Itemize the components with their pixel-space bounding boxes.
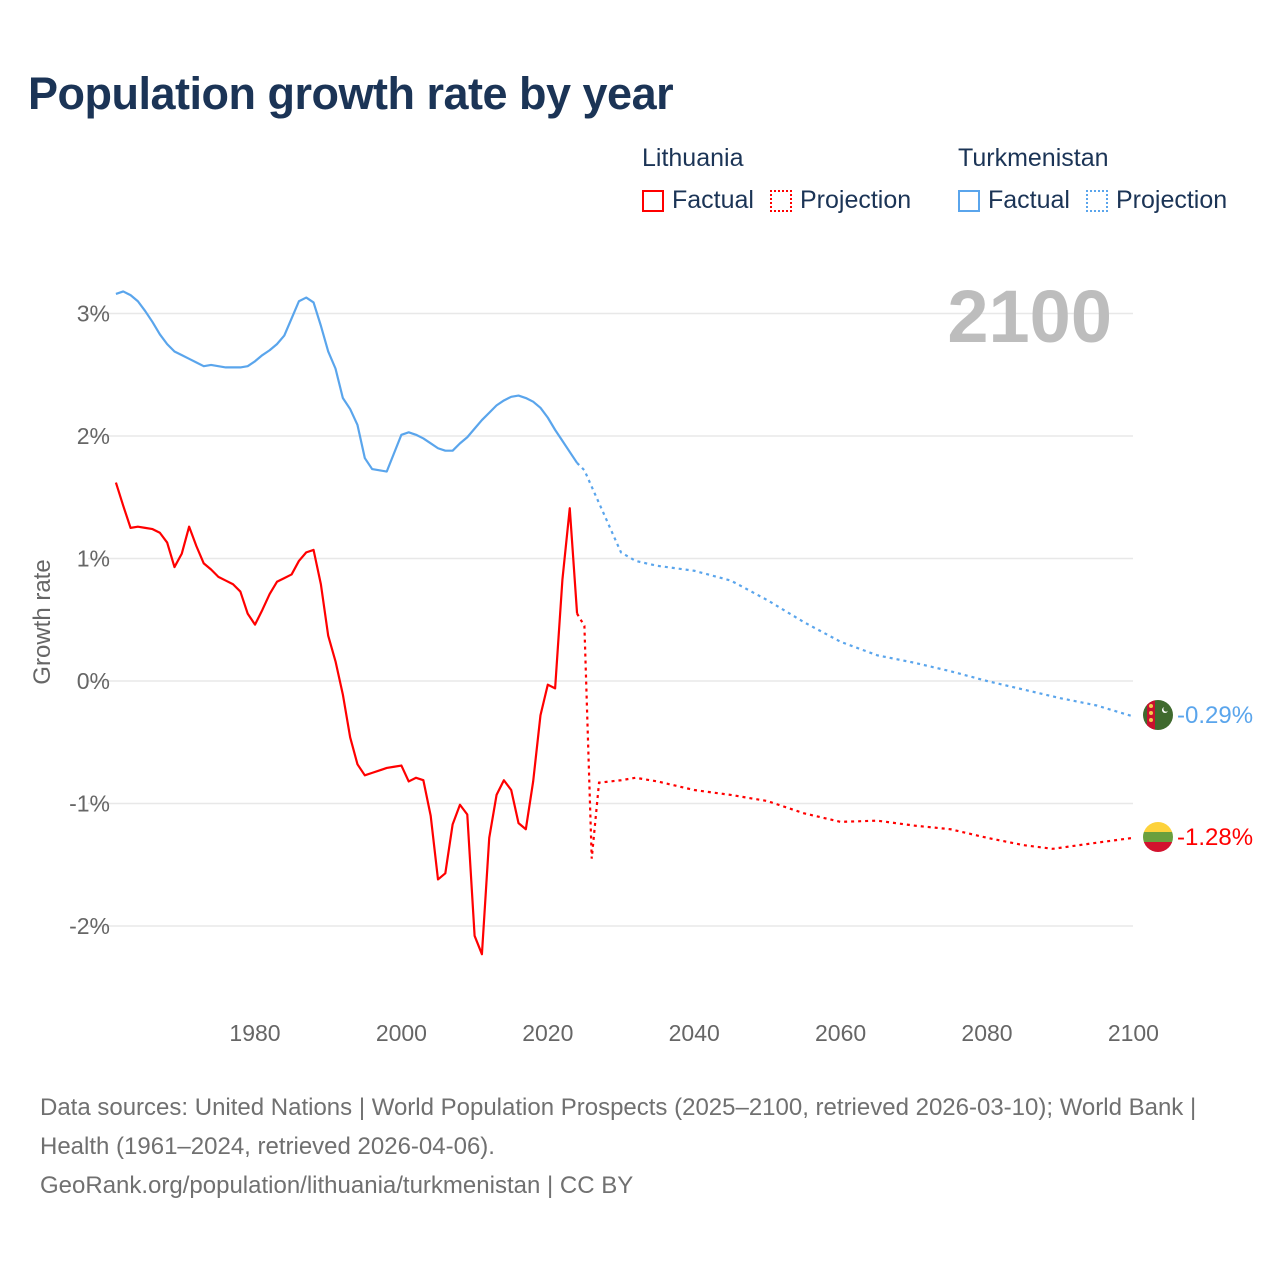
- legend-item-lithuania-factual[interactable]: Factual: [642, 186, 754, 215]
- line-turkmenistan-factual: [115, 290, 578, 473]
- data-sources-note: Data sources: United Nations | World Pop…: [40, 1094, 1197, 1160]
- x-tick-label: 2000: [376, 1020, 427, 1046]
- y-tick-label: -1%: [69, 791, 110, 817]
- y-tick-label: -2%: [69, 913, 110, 939]
- legend-country-label: Lithuania: [642, 144, 744, 172]
- legend-label: Projection: [799, 186, 912, 214]
- line-turkmenistan-projection: [576, 462, 1134, 718]
- line-lithuania-factual: [114, 482, 579, 956]
- legend-swatch-dotted: [1085, 189, 1108, 212]
- y-tick-label: 0%: [77, 668, 110, 694]
- legend-group-lithuania: Lithuania Factual Projection: [642, 144, 927, 215]
- x-tick-label: 2060: [815, 1020, 866, 1046]
- x-tick-label: 2020: [522, 1020, 573, 1046]
- legend-group-turkmenistan: Turkmenistan Factual Projection: [958, 144, 1243, 215]
- y-axis-label: Growth rate: [29, 559, 56, 684]
- end-label-turkmenistan: -0.29%: [1177, 702, 1253, 729]
- legend-label: Projection: [1115, 186, 1228, 214]
- year-indicator: 2100: [947, 275, 1112, 358]
- source-link[interactable]: GeoRank.org/population/lithuania/turkmen…: [40, 1172, 634, 1199]
- chart-title: Population growth rate by year: [28, 68, 674, 119]
- legend-item-turkmenistan-factual[interactable]: Factual: [958, 186, 1070, 215]
- legend-swatch-dotted: [769, 189, 792, 212]
- line-lithuania-projection: [576, 613, 1134, 859]
- x-tick-label: 2080: [961, 1020, 1012, 1046]
- legend-label: Factual: [672, 186, 754, 214]
- flag-lithuania-icon: [1143, 822, 1173, 852]
- legend-swatch-solid: [642, 189, 664, 212]
- x-tick-label: 2100: [1108, 1020, 1159, 1046]
- y-tick-label: 2%: [77, 423, 110, 449]
- legend-swatch-solid: [958, 189, 980, 212]
- end-label-lithuania: -1.28%: [1177, 824, 1253, 851]
- y-tick-label: 1%: [77, 546, 110, 572]
- legend-item-lithuania-projection[interactable]: Projection: [769, 186, 912, 215]
- legend-label: Factual: [988, 186, 1070, 214]
- legend-item-turkmenistan-projection[interactable]: Projection: [1085, 186, 1228, 215]
- x-tick-label: 2040: [669, 1020, 720, 1046]
- flag-turkmenistan-icon: [1143, 700, 1173, 730]
- footer: Data sources: United Nations | World Pop…: [40, 1088, 1240, 1205]
- x-tick-label: 1980: [229, 1020, 280, 1046]
- legend-country-label: Turkmenistan: [958, 144, 1109, 172]
- y-tick-label: 3%: [77, 301, 110, 327]
